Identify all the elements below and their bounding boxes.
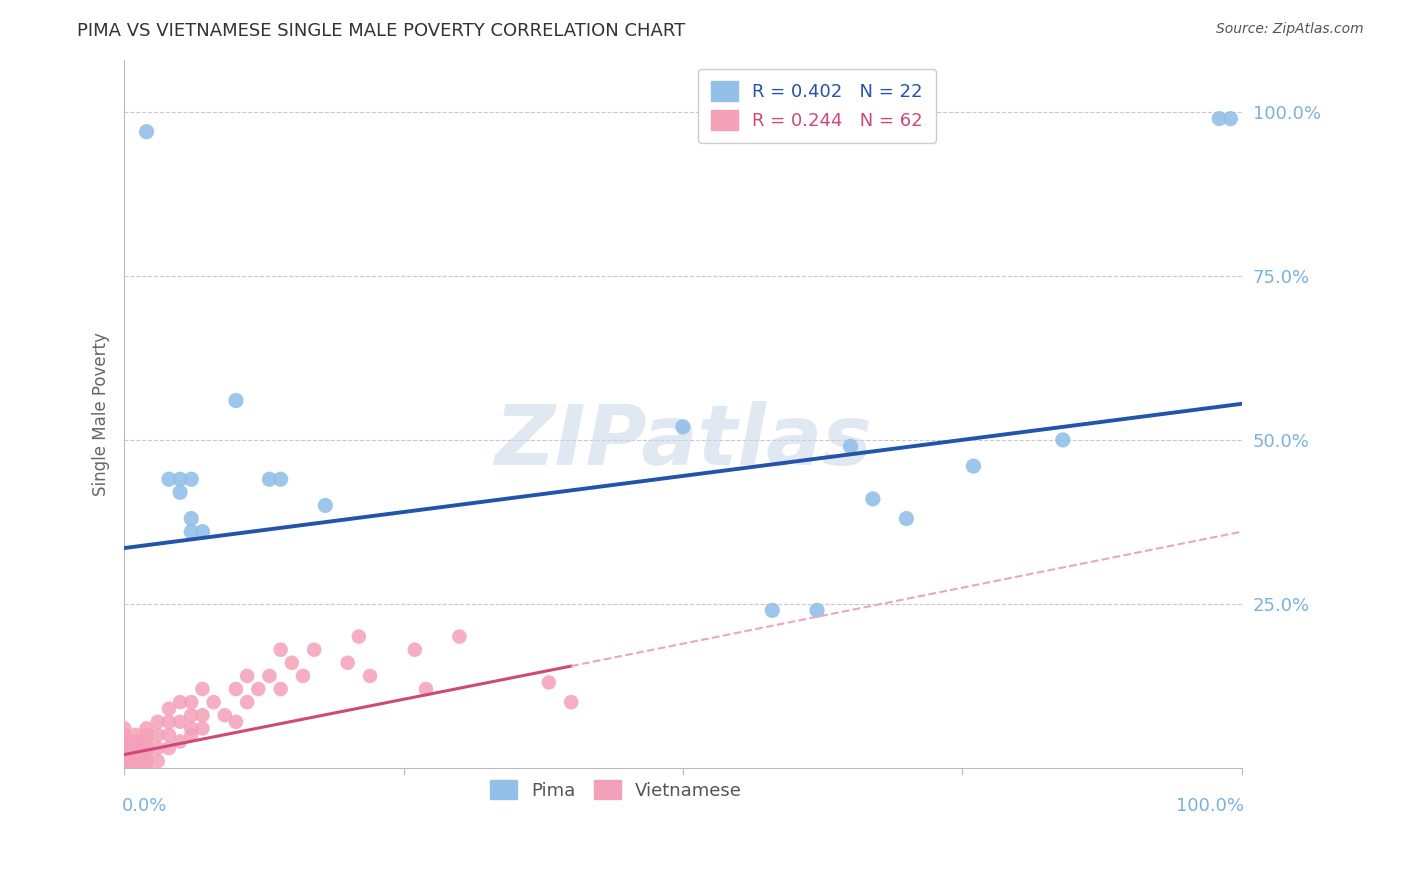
Point bbox=[124, 734, 146, 748]
Point bbox=[180, 695, 202, 709]
Point bbox=[1208, 112, 1230, 126]
Point bbox=[281, 656, 304, 670]
Point bbox=[180, 722, 202, 736]
Point bbox=[191, 722, 214, 736]
Point bbox=[191, 524, 214, 539]
Point bbox=[259, 669, 281, 683]
Point bbox=[146, 714, 169, 729]
Point bbox=[180, 708, 202, 723]
Point bbox=[169, 472, 191, 486]
Point bbox=[112, 761, 135, 775]
Point bbox=[236, 695, 259, 709]
Point bbox=[135, 747, 157, 762]
Point bbox=[191, 708, 214, 723]
Point bbox=[862, 491, 884, 506]
Point bbox=[225, 714, 247, 729]
Point bbox=[191, 681, 214, 696]
Point bbox=[112, 761, 135, 775]
Point bbox=[404, 642, 426, 657]
Point bbox=[112, 722, 135, 736]
Point bbox=[112, 761, 135, 775]
Point bbox=[157, 741, 180, 756]
Point bbox=[157, 472, 180, 486]
Point bbox=[225, 393, 247, 408]
Point bbox=[537, 675, 560, 690]
Point bbox=[135, 125, 157, 139]
Point bbox=[135, 761, 157, 775]
Point bbox=[672, 419, 695, 434]
Point bbox=[112, 754, 135, 768]
Point bbox=[124, 741, 146, 756]
Text: Source: ZipAtlas.com: Source: ZipAtlas.com bbox=[1216, 22, 1364, 37]
Point bbox=[336, 656, 359, 670]
Point bbox=[180, 472, 202, 486]
Point bbox=[135, 728, 157, 742]
Point bbox=[157, 714, 180, 729]
Point bbox=[1052, 433, 1074, 447]
Point bbox=[292, 669, 315, 683]
Point bbox=[806, 603, 828, 617]
Point bbox=[124, 754, 146, 768]
Point bbox=[135, 722, 157, 736]
Point bbox=[124, 728, 146, 742]
Point bbox=[146, 728, 169, 742]
Point bbox=[112, 761, 135, 775]
Point bbox=[270, 472, 292, 486]
Y-axis label: Single Male Poverty: Single Male Poverty bbox=[93, 332, 110, 496]
Point bbox=[247, 681, 270, 696]
Text: ZIPatlas: ZIPatlas bbox=[494, 401, 872, 483]
Point bbox=[180, 511, 202, 525]
Point bbox=[962, 459, 984, 474]
Point bbox=[135, 754, 157, 768]
Point bbox=[135, 734, 157, 748]
Point bbox=[124, 761, 146, 775]
Point bbox=[112, 747, 135, 762]
Text: PIMA VS VIETNAMESE SINGLE MALE POVERTY CORRELATION CHART: PIMA VS VIETNAMESE SINGLE MALE POVERTY C… bbox=[77, 22, 686, 40]
Point bbox=[214, 708, 236, 723]
Point bbox=[1219, 112, 1241, 126]
Point bbox=[157, 728, 180, 742]
Point bbox=[560, 695, 582, 709]
Point bbox=[112, 734, 135, 748]
Point bbox=[761, 603, 783, 617]
Point bbox=[180, 728, 202, 742]
Point bbox=[839, 439, 862, 453]
Point bbox=[259, 472, 281, 486]
Point bbox=[347, 630, 370, 644]
Point bbox=[270, 642, 292, 657]
Legend: Pima, Vietnamese: Pima, Vietnamese bbox=[482, 772, 749, 807]
Point bbox=[225, 681, 247, 696]
Point bbox=[146, 741, 169, 756]
Point bbox=[157, 702, 180, 716]
Point bbox=[169, 485, 191, 500]
Point bbox=[302, 642, 325, 657]
Point bbox=[180, 524, 202, 539]
Point bbox=[124, 747, 146, 762]
Point bbox=[135, 741, 157, 756]
Point bbox=[202, 695, 225, 709]
Point bbox=[112, 741, 135, 756]
Point bbox=[169, 695, 191, 709]
Point bbox=[314, 499, 336, 513]
Point bbox=[415, 681, 437, 696]
Point bbox=[270, 681, 292, 696]
Point bbox=[449, 630, 471, 644]
Point bbox=[112, 728, 135, 742]
Point bbox=[236, 669, 259, 683]
Point bbox=[169, 714, 191, 729]
Text: 0.0%: 0.0% bbox=[122, 797, 167, 815]
Point bbox=[146, 754, 169, 768]
Point bbox=[359, 669, 381, 683]
Point bbox=[169, 734, 191, 748]
Point bbox=[896, 511, 918, 525]
Text: 100.0%: 100.0% bbox=[1175, 797, 1244, 815]
